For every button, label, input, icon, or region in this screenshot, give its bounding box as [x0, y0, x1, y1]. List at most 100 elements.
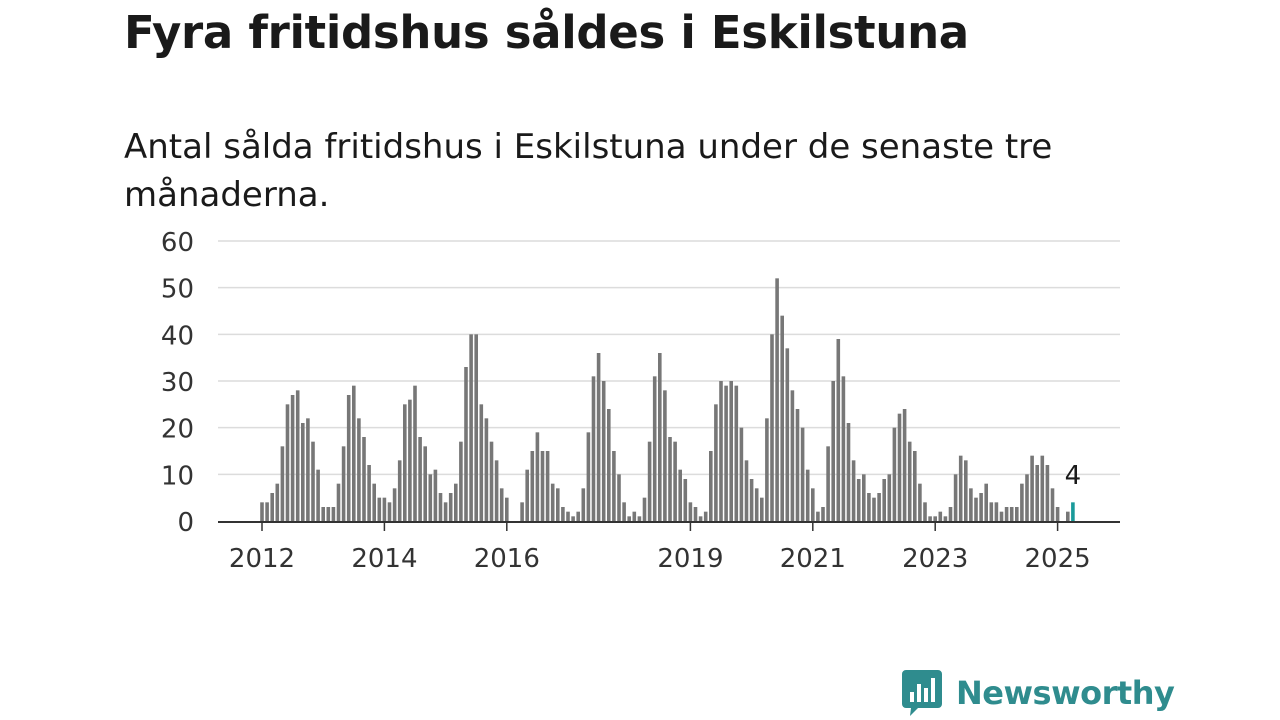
y-tick-label: 50 — [161, 275, 194, 305]
bar — [428, 474, 433, 521]
last-value-label: 4 — [1065, 461, 1082, 491]
y-tick-label: 30 — [161, 368, 194, 398]
chart-title: Fyra fritidshus såldes i Eskilstuna — [124, 6, 969, 59]
bar — [938, 511, 943, 521]
y-tick-label: 10 — [161, 461, 194, 491]
bar — [387, 502, 392, 521]
bar — [346, 395, 351, 521]
bar — [867, 493, 871, 521]
bar — [423, 446, 427, 521]
bar — [851, 460, 856, 521]
x-tick-label: 2025 — [1025, 544, 1091, 574]
bar — [729, 381, 733, 521]
bar — [540, 451, 545, 521]
bar — [913, 451, 917, 521]
bar — [591, 376, 596, 521]
bar — [535, 432, 540, 521]
bar — [464, 367, 468, 521]
bar — [795, 409, 800, 521]
bar — [688, 502, 693, 521]
bar — [698, 516, 703, 521]
bar — [943, 516, 948, 521]
bar — [469, 334, 473, 521]
bar — [780, 315, 784, 521]
bar — [290, 395, 295, 521]
bar — [790, 390, 795, 521]
bar — [760, 497, 764, 521]
bar — [734, 385, 739, 521]
bar — [887, 474, 892, 521]
bar — [974, 497, 978, 521]
bar — [770, 334, 774, 521]
bar — [352, 385, 356, 521]
chart-subtitle: Antal sålda fritidshus i Eskilstuna unde… — [124, 127, 1053, 215]
bar — [902, 409, 907, 521]
bar — [418, 437, 422, 521]
bar — [831, 381, 835, 521]
bar — [306, 418, 310, 521]
bar — [321, 507, 325, 521]
bar — [668, 437, 672, 521]
bar — [632, 511, 637, 521]
bar — [754, 488, 759, 521]
bar — [459, 441, 463, 521]
bar — [928, 516, 932, 521]
bar — [607, 409, 611, 521]
bar — [862, 474, 866, 521]
bar — [433, 469, 438, 521]
bar — [836, 339, 841, 521]
bar — [953, 474, 958, 521]
x-tick-label: 2023 — [902, 544, 968, 574]
bar — [545, 451, 550, 521]
bar — [586, 432, 591, 521]
bar — [612, 451, 616, 521]
bar — [678, 469, 682, 521]
bar — [494, 460, 499, 521]
bar — [622, 502, 626, 521]
bar — [673, 441, 677, 521]
bar — [566, 511, 570, 521]
bar — [744, 460, 749, 521]
bar — [958, 455, 963, 521]
bar — [499, 488, 504, 521]
y-tick-label: 40 — [161, 321, 194, 351]
bar — [892, 427, 897, 521]
bar — [775, 278, 779, 521]
bar — [311, 441, 315, 521]
bar — [749, 479, 754, 521]
y-tick-label: 60 — [161, 228, 194, 258]
bar — [479, 404, 484, 521]
bar — [994, 502, 999, 521]
bar — [326, 507, 331, 521]
newsworthy-chart-icon — [902, 670, 942, 716]
bar — [948, 507, 953, 521]
bar — [1050, 488, 1055, 521]
bar — [576, 511, 580, 521]
bar — [336, 483, 341, 521]
bar — [811, 488, 815, 521]
bar — [474, 334, 478, 521]
bar — [392, 488, 397, 521]
y-tick-label: 0 — [177, 508, 194, 538]
bar — [969, 488, 973, 521]
x-tick-label: 2019 — [657, 544, 723, 574]
bar — [627, 516, 631, 521]
bar — [877, 493, 881, 521]
bar — [897, 413, 902, 521]
bar — [1015, 507, 1019, 521]
bar — [637, 516, 642, 521]
bar — [448, 493, 453, 521]
bar — [933, 516, 937, 521]
bar — [596, 353, 601, 521]
y-axis-ticks: 0 10 20 30 40 50 60 — [161, 228, 194, 538]
bar — [724, 385, 728, 521]
bar — [1035, 465, 1039, 521]
bar — [964, 460, 968, 521]
bar — [550, 483, 555, 521]
bar — [663, 390, 667, 521]
bar — [765, 418, 769, 521]
bar — [556, 488, 560, 521]
bar — [362, 437, 366, 521]
bar — [530, 451, 535, 521]
